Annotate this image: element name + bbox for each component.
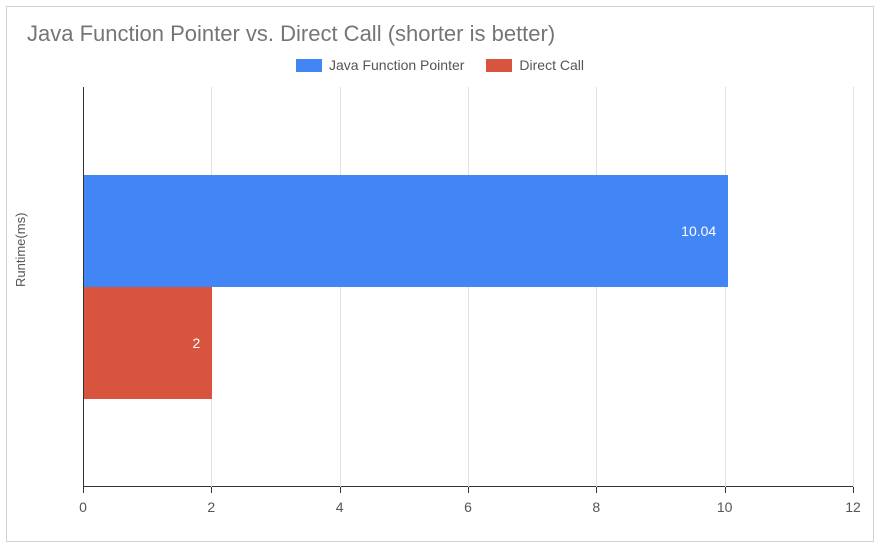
chart-container: Java Function Pointer vs. Direct Call (s… — [6, 6, 874, 542]
legend: Java Function Pointer Direct Call — [7, 57, 873, 73]
x-tick-label: 0 — [79, 499, 87, 515]
legend-label: Java Function Pointer — [329, 57, 464, 73]
grid-line — [340, 87, 341, 487]
bar: 2 — [84, 287, 212, 399]
grid-line — [725, 87, 726, 487]
x-tick-label: 2 — [207, 499, 215, 515]
x-tick-label: 10 — [717, 499, 733, 515]
bar-value-label: 2 — [193, 335, 201, 351]
x-tick-label: 4 — [336, 499, 344, 515]
x-tick-label: 12 — [845, 499, 861, 515]
legend-swatch — [296, 59, 322, 72]
legend-item-java-function-pointer: Java Function Pointer — [296, 57, 464, 73]
x-tick-mark — [83, 487, 84, 493]
x-tick-mark — [468, 487, 469, 493]
x-tick-mark — [340, 487, 341, 493]
x-tick-mark — [211, 487, 212, 493]
bar: 10.04 — [84, 175, 728, 287]
x-tick-label: 6 — [464, 499, 472, 515]
bar-value-label: 10.04 — [681, 223, 716, 239]
x-tick-mark — [853, 487, 854, 493]
grid-line — [596, 87, 597, 487]
y-axis-label: Runtime(ms) — [13, 213, 28, 287]
legend-label: Direct Call — [519, 57, 584, 73]
chart-title: Java Function Pointer vs. Direct Call (s… — [27, 21, 555, 47]
x-tick-mark — [725, 487, 726, 493]
x-tick-label: 8 — [592, 499, 600, 515]
plot-area: 02468101210.042 — [83, 87, 853, 487]
x-tick-mark — [596, 487, 597, 493]
grid-line — [468, 87, 469, 487]
grid-line — [853, 87, 854, 487]
legend-item-direct-call: Direct Call — [486, 57, 584, 73]
legend-swatch — [486, 59, 512, 72]
